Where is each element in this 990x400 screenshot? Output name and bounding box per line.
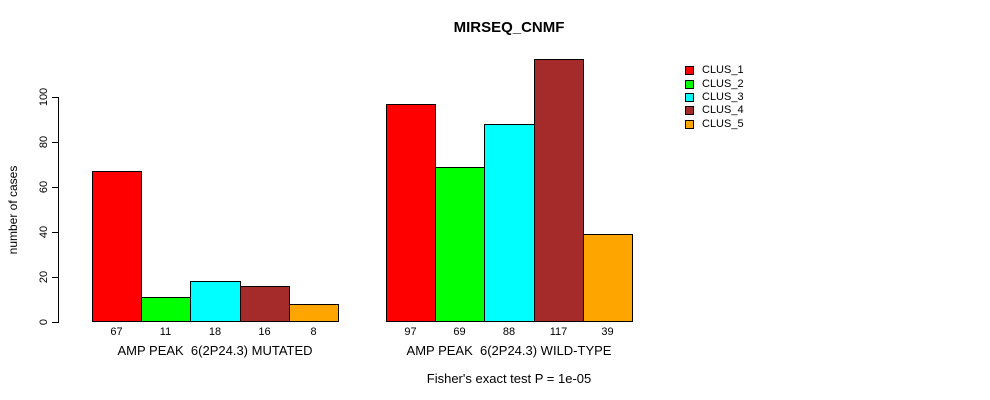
bar-value-label: 117 <box>549 326 568 338</box>
bar-value-label: 97 <box>404 326 417 338</box>
bar-clus_4 <box>240 286 290 322</box>
y-tick-mark <box>52 277 58 278</box>
y-tick-label: 20 <box>38 270 50 284</box>
y-axis-title: number of cases <box>6 165 20 255</box>
bar-clus_4 <box>534 59 584 322</box>
bar-clus_1 <box>92 171 142 322</box>
bar-value-label: 16 <box>258 326 271 338</box>
legend-swatch-clus_4 <box>685 106 694 116</box>
bar-value-label: 11 <box>159 326 172 338</box>
legend-row: CLUS_4 <box>685 104 744 117</box>
y-tick-label: 100 <box>38 87 50 107</box>
legend-label: CLUS_2 <box>702 77 744 90</box>
legend-swatch-clus_1 <box>685 66 694 76</box>
legend-row: CLUS_3 <box>685 91 744 104</box>
bar-value-label: 8 <box>310 326 317 338</box>
y-tick-mark <box>52 322 58 323</box>
bar-clus_2 <box>141 297 191 322</box>
bar-value-label: 18 <box>208 326 222 338</box>
legend-row: CLUS_1 <box>685 64 744 77</box>
bar-clus_5 <box>289 304 339 322</box>
group-label-wild-type: AMP PEAK 6(2P24.3) WILD-TYPE <box>406 343 612 358</box>
legend-label: CLUS_3 <box>702 90 744 103</box>
bar-clus_5 <box>583 234 633 322</box>
bar-clus_1 <box>386 104 436 322</box>
legend-swatch-clus_5 <box>685 119 694 129</box>
y-tick-mark <box>52 232 58 233</box>
y-axis-line <box>58 97 59 323</box>
legend-row: CLUS_2 <box>685 77 744 90</box>
legend-label: CLUS_4 <box>702 104 744 117</box>
group-label-mutated: AMP PEAK 6(2P24.3) MUTATED <box>117 343 313 358</box>
y-tick-label: 40 <box>38 225 50 239</box>
legend-label: CLUS_5 <box>702 117 744 130</box>
legend-swatch-clus_3 <box>685 92 694 102</box>
legend: CLUS_1 CLUS_2 CLUS_3 CLUS_4 CLUS_5 <box>685 64 744 131</box>
stat-annotation: Fisher's exact test P = 1e-05 <box>426 371 592 386</box>
bar-clus_3 <box>484 124 535 322</box>
bar-value-label: 88 <box>502 326 516 338</box>
bar-value-label: 39 <box>601 326 614 338</box>
bar-clus_3 <box>190 281 241 322</box>
y-tick-mark <box>52 97 58 98</box>
chart-title: MIRSEQ_CNMF <box>453 19 565 36</box>
y-tick-label: 0 <box>38 318 50 326</box>
legend-row: CLUS_5 <box>685 118 744 131</box>
bar-clus_2 <box>435 167 485 322</box>
legend-label: CLUS_1 <box>702 64 744 77</box>
y-tick-label: 60 <box>38 180 50 194</box>
y-tick-label: 80 <box>38 135 50 149</box>
y-tick-mark <box>52 142 58 143</box>
bar-value-label: 67 <box>110 326 123 338</box>
legend-swatch-clus_2 <box>685 79 694 89</box>
y-tick-mark <box>52 187 58 188</box>
bar-value-label: 69 <box>453 326 466 338</box>
